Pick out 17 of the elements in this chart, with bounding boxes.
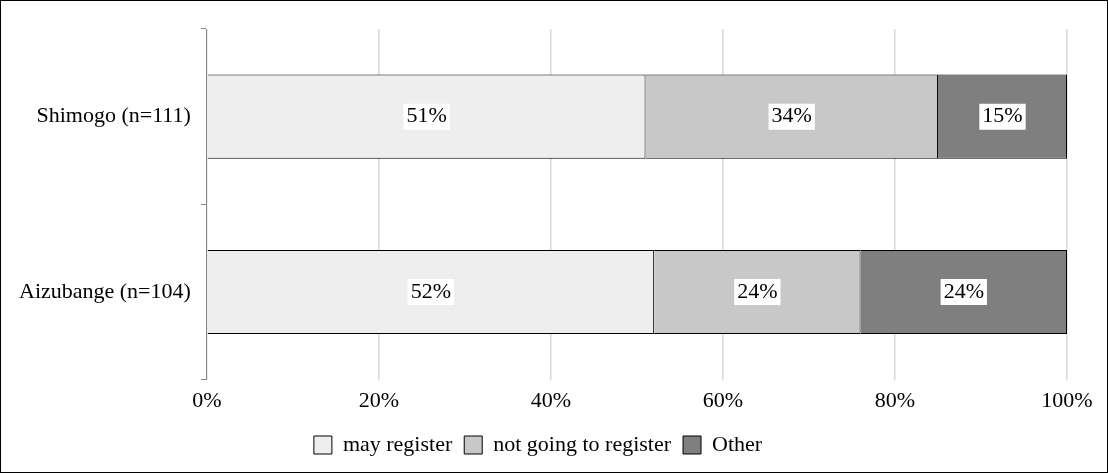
x-tick-label: 80%: [874, 386, 916, 412]
data-label: 15%: [982, 102, 1023, 128]
x-tick-label: 0%: [192, 386, 222, 412]
legend-label: Other: [712, 430, 763, 456]
x-tick-label: 100%: [1041, 386, 1093, 412]
x-tick-label: 40%: [530, 386, 572, 412]
y-tick-label: Shimogo (n=111): [36, 102, 191, 128]
x-tick-label: 60%: [702, 386, 744, 412]
data-label: 24%: [943, 277, 984, 303]
data-label: 52%: [410, 277, 452, 303]
y-tick-label: Aizubange (n=104): [18, 277, 191, 303]
data-label: 34%: [771, 102, 812, 128]
data-label: 24%: [737, 277, 778, 303]
legend-label: may register: [342, 430, 453, 456]
data-label: 51%: [406, 102, 447, 128]
x-tick-label: 20%: [358, 386, 400, 412]
legend-label: not going to register: [493, 430, 672, 456]
